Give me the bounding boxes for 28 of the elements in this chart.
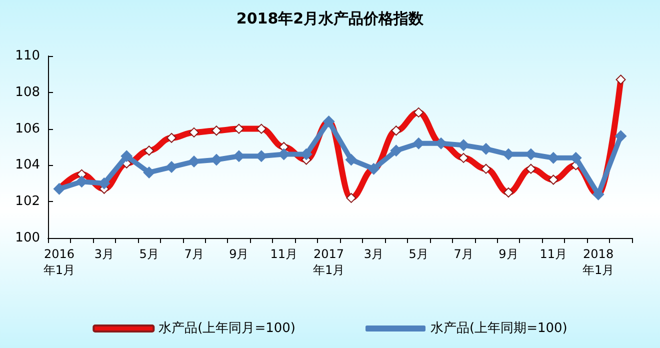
x-tick-label: 2017 年1月: [312, 247, 345, 277]
x-tick-label: 3月: [94, 247, 114, 261]
x-tick-label: 11月: [270, 247, 298, 261]
x-tick-label: 11月: [540, 247, 568, 261]
y-tick-label: 100: [15, 230, 40, 246]
x-tick-label: 5月: [408, 247, 428, 261]
x-tick-label: 2016 年1月: [43, 247, 76, 277]
point: [390, 144, 402, 157]
point: [345, 154, 358, 166]
legend-label: 水产品(上年同月=100): [158, 321, 296, 336]
x-tick-label: 5月: [139, 247, 159, 261]
point: [614, 130, 627, 142]
x-tick-label: 3月: [364, 247, 384, 261]
y-tick-label: 106: [15, 121, 40, 136]
x-tick-label: 7月: [454, 247, 474, 261]
legend-label: 水产品(上年同期=100): [430, 321, 568, 336]
x-tick-label: 9月: [498, 247, 518, 261]
y-tick-label: 102: [15, 194, 40, 210]
point: [143, 166, 156, 178]
y-tick-label: 110: [15, 48, 40, 64]
x-tick-label: 7月: [184, 247, 204, 261]
y-tick-label: 108: [15, 84, 40, 100]
y-tick-label: 104: [15, 158, 40, 173]
point: [480, 142, 492, 155]
point: [120, 150, 133, 162]
chart-title: 2018年2月水产品价格指数: [236, 10, 425, 28]
x-tick-label: 9月: [229, 247, 249, 261]
x-tick-label: 2018 年1月: [582, 247, 614, 277]
